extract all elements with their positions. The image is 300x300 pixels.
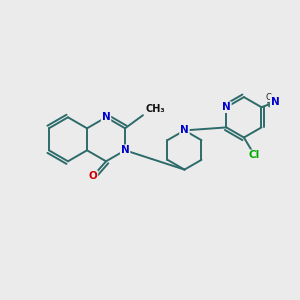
Text: N: N bbox=[102, 112, 110, 122]
Text: C: C bbox=[266, 93, 272, 102]
Text: N: N bbox=[271, 97, 280, 107]
Text: N: N bbox=[121, 145, 130, 155]
Text: N: N bbox=[222, 102, 231, 112]
Text: N: N bbox=[180, 125, 189, 135]
Text: O: O bbox=[88, 171, 98, 181]
Text: Cl: Cl bbox=[249, 150, 260, 160]
Text: CH₃: CH₃ bbox=[145, 104, 165, 114]
